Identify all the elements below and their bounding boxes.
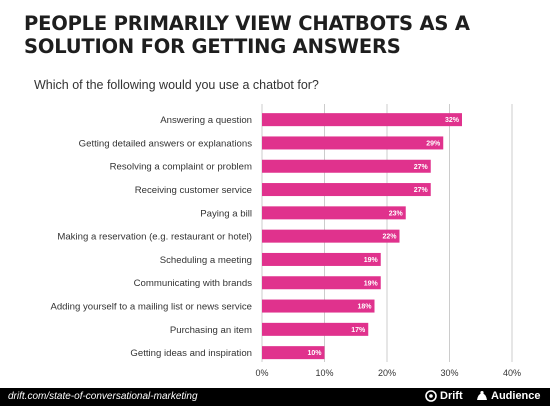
bar-value-label: 29%	[426, 140, 441, 147]
bar-chart: 0% 10% 20% 30% 40% Answering a question 32% Get…	[50, 104, 521, 378]
bar-value-label: 18%	[357, 304, 372, 311]
audience-brand-label: Audience	[491, 390, 541, 402]
category-label: Resolving a complaint or problem	[110, 162, 252, 173]
x-tick-label: 0%	[255, 368, 268, 378]
x-tick-label: 10%	[315, 368, 333, 378]
bar	[262, 229, 400, 243]
bar	[262, 322, 369, 336]
bar	[262, 346, 325, 360]
bar	[262, 206, 406, 220]
category-label: Purchasing an item	[170, 325, 252, 336]
category-label: Adding yourself to a mailing list or new…	[50, 301, 252, 312]
x-tick-label: 30%	[440, 368, 458, 378]
bar-value-label: 27%	[414, 164, 429, 171]
x-tick-label: 20%	[378, 368, 396, 378]
x-tick-label: 40%	[503, 368, 521, 378]
category-label: Scheduling a meeting	[160, 255, 252, 266]
chart-title: PEOPLE PRIMARILY VIEW CHATBOTS AS A SOLU…	[24, 12, 470, 58]
drift-brand: Drift	[425, 390, 463, 402]
bar	[262, 276, 381, 290]
bar	[262, 252, 381, 266]
chart-subtitle: Which of the following would you use a c…	[34, 78, 319, 92]
bar-value-label: 27%	[414, 187, 429, 194]
bar	[262, 136, 444, 150]
bar-value-label: 10%	[307, 350, 322, 357]
bar-value-label: 19%	[364, 280, 379, 287]
audience-logo-icon	[477, 391, 487, 400]
drift-logo-icon	[425, 390, 437, 402]
category-label: Getting ideas and inspiration	[130, 348, 252, 359]
category-label: Paying a bill	[200, 208, 252, 219]
category-label: Receiving customer service	[135, 185, 252, 196]
category-label: Making a reservation (e.g. restaurant or…	[57, 232, 252, 243]
category-label: Answering a question	[160, 115, 252, 126]
bar	[262, 299, 375, 313]
bar-value-label: 32%	[445, 117, 460, 124]
bar-value-label: 23%	[389, 210, 404, 217]
audience-brand: Audience	[476, 390, 541, 402]
bar	[262, 159, 431, 173]
bar-value-label: 17%	[351, 327, 366, 334]
bar	[262, 113, 462, 127]
category-label: Communicating with brands	[134, 278, 253, 289]
category-label: Getting detailed answers or explanations	[79, 138, 253, 149]
bar-value-label: 19%	[364, 257, 379, 264]
source-link[interactable]: drift.com/state-of-conversational-market…	[8, 391, 198, 402]
drift-brand-label: Drift	[440, 390, 463, 402]
bar	[262, 183, 431, 197]
footer-bar: drift.com/state-of-conversational-market…	[0, 388, 550, 406]
bar-value-label: 22%	[382, 234, 397, 241]
